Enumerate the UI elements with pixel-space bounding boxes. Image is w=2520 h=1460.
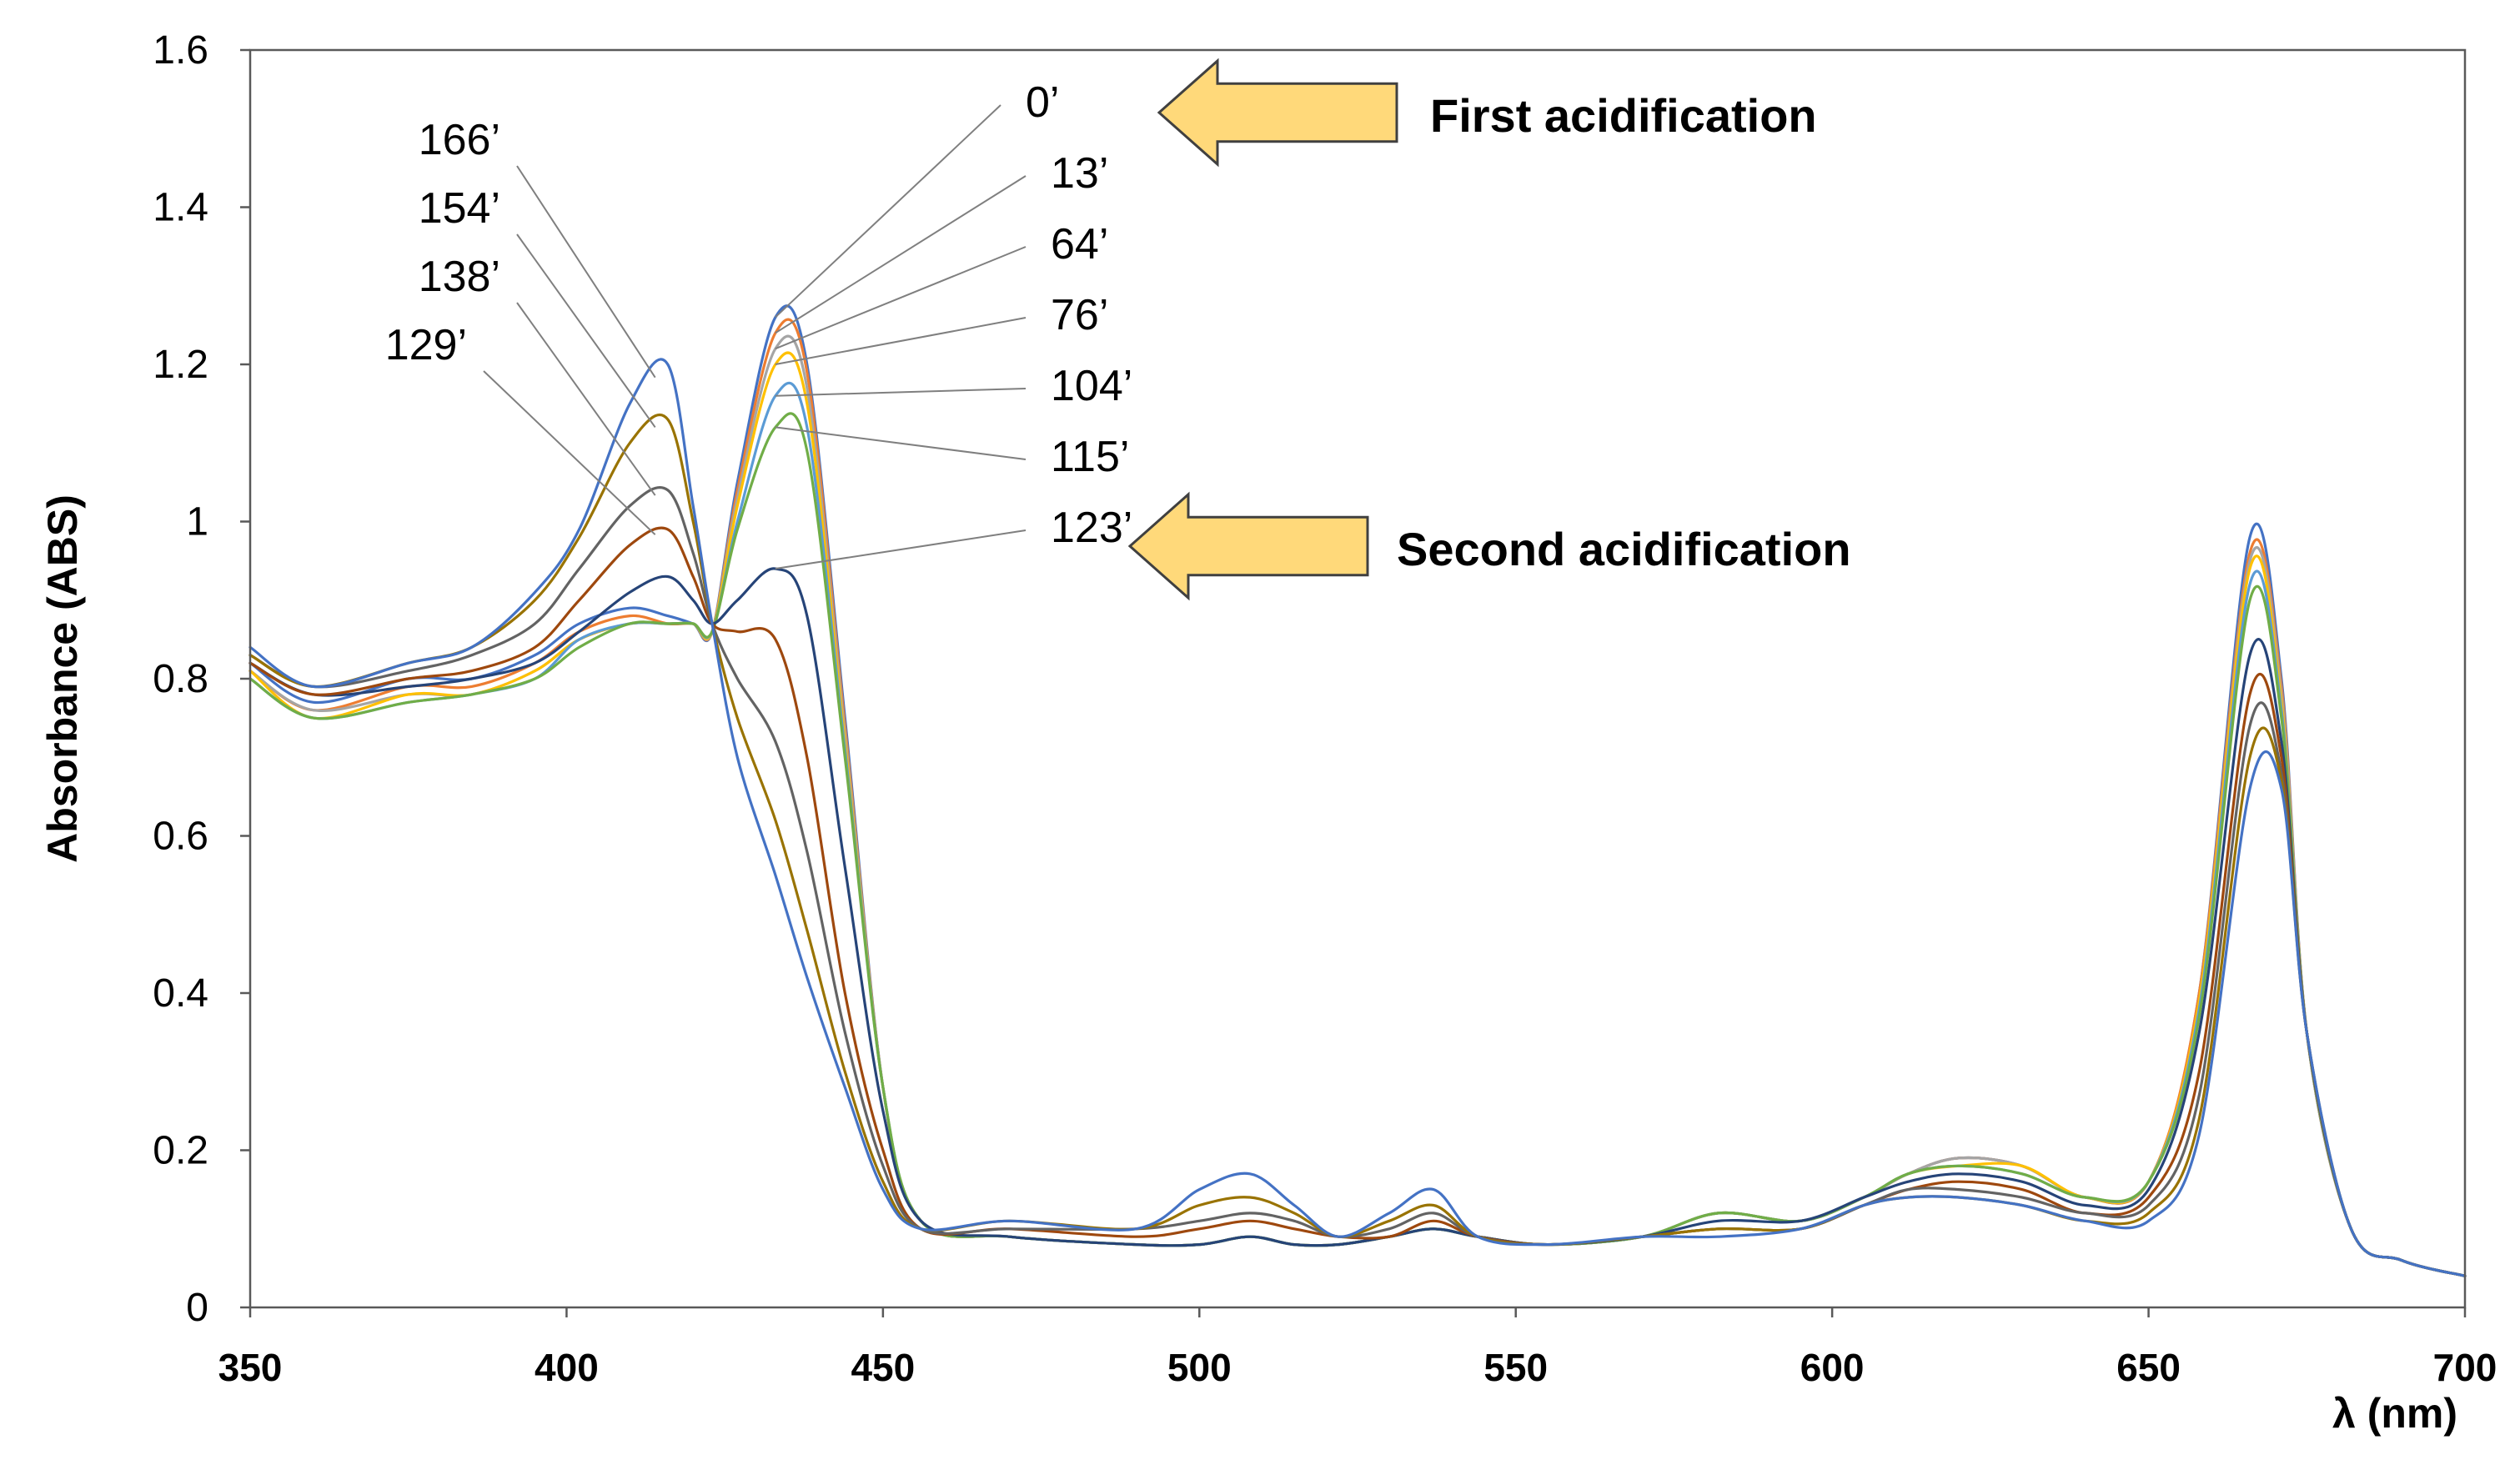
leader-line-5 bbox=[775, 426, 1027, 460]
time-label-0: 0’ bbox=[1026, 78, 1059, 127]
time-label-2: 64’ bbox=[1051, 220, 1108, 268]
y-tick-label-4: 0.8 bbox=[153, 657, 208, 701]
y-tick-label-8: 1.6 bbox=[153, 28, 208, 73]
time-label-8: 154’ bbox=[419, 184, 500, 233]
leader-line-6 bbox=[775, 529, 1027, 570]
time-label-3: 76’ bbox=[1051, 291, 1108, 339]
y-tick-label-1: 0.2 bbox=[153, 1129, 208, 1173]
leader-line-8 bbox=[516, 233, 656, 428]
x-tick-label-4: 550 bbox=[1483, 1346, 1548, 1389]
y-tick-label-2: 0.4 bbox=[153, 971, 208, 1016]
arrow-left-icon-0 bbox=[1157, 58, 1398, 168]
x-tick-label-7: 700 bbox=[2433, 1346, 2497, 1389]
x-tick-label-5: 600 bbox=[1800, 1346, 1865, 1389]
time-label-10: 129’ bbox=[385, 321, 467, 369]
x-tick-label-2: 450 bbox=[851, 1346, 915, 1389]
y-tick-label-6: 1.2 bbox=[153, 343, 208, 387]
series-line-6 bbox=[248, 567, 2467, 1277]
time-label-5: 115’ bbox=[1051, 433, 1129, 481]
time-label-1: 13’ bbox=[1051, 149, 1108, 198]
x-axis-title: λ (nm) bbox=[2332, 1390, 2457, 1437]
leader-line-10 bbox=[483, 370, 656, 535]
leader-line-1 bbox=[775, 175, 1027, 334]
leader-line-2 bbox=[775, 246, 1027, 350]
x-tick-label-1: 400 bbox=[535, 1346, 599, 1389]
annotation-label-0: First acidification bbox=[1430, 89, 1817, 142]
axes: 0 0.2 0.4 0.6 0.8 1 1.2 1.4 1.6 350 400 450 500 550 60… bbox=[39, 28, 2497, 1437]
time-label-7: 166’ bbox=[419, 116, 500, 164]
y-tick-label-7: 1.4 bbox=[153, 186, 208, 230]
leader-line-9 bbox=[516, 302, 656, 496]
time-labels: 0’ 13’ 64’ 76’ 104’ 115’ 123’ 166’ 154’ 138’ 129’ bbox=[385, 78, 1132, 570]
y-tick-label-0: 0 bbox=[186, 1286, 208, 1330]
time-label-4: 104’ bbox=[1051, 362, 1132, 410]
leader-line-3 bbox=[775, 317, 1027, 365]
x-tick-label-6: 650 bbox=[2116, 1346, 2181, 1389]
annotation-label-1: Second acidification bbox=[1397, 523, 1851, 575]
y-axis-title: Absorbance (ABS) bbox=[39, 494, 86, 863]
plot-area bbox=[248, 304, 2467, 1277]
y-tick-label-5: 1 bbox=[186, 500, 208, 544]
leader-line-4 bbox=[775, 388, 1027, 397]
leader-line-7 bbox=[516, 165, 656, 379]
x-tick-label-3: 500 bbox=[1167, 1346, 1232, 1389]
series-line-7 bbox=[248, 526, 2467, 1277]
x-tick-label-0: 350 bbox=[218, 1346, 283, 1389]
annotations: First acidification Second acidification bbox=[1127, 58, 1851, 601]
time-label-9: 138’ bbox=[419, 253, 500, 301]
y-tick-label-3: 0.6 bbox=[153, 815, 208, 859]
time-label-6: 123’ bbox=[1051, 504, 1132, 552]
arrow-left-icon-1 bbox=[1127, 491, 1369, 601]
leader-line-0 bbox=[775, 104, 1001, 319]
series-line-10 bbox=[248, 358, 2467, 1277]
